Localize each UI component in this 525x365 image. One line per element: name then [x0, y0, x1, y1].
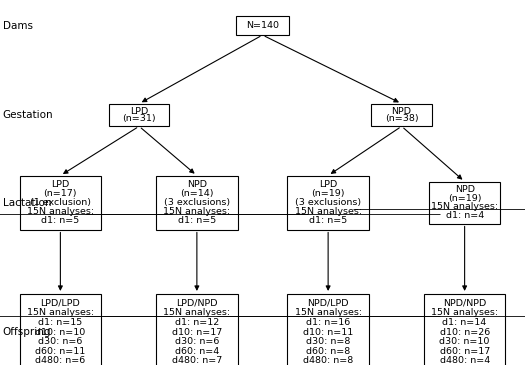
Text: NPD: NPD [187, 180, 207, 189]
Text: (3 exclusions): (3 exclusions) [164, 198, 230, 207]
Text: N=140: N=140 [246, 21, 279, 30]
Text: 15N analyses:: 15N analyses: [431, 202, 498, 211]
Bar [288, 176, 369, 230]
Text: LPD/NPD: LPD/NPD [176, 299, 218, 308]
Text: NPD/NPD: NPD/NPD [443, 299, 486, 308]
Bar [20, 176, 101, 230]
Text: d480: n=6: d480: n=6 [35, 356, 86, 365]
Text: d1: n=14: d1: n=14 [443, 318, 487, 327]
Text: LPD: LPD [130, 107, 148, 116]
Text: d60: n=8: d60: n=8 [306, 347, 350, 356]
Text: 15N analyses:: 15N analyses: [295, 308, 362, 318]
Text: NPD: NPD [455, 185, 475, 195]
Text: d60: n=17: d60: n=17 [439, 347, 490, 356]
Text: d1: n=5: d1: n=5 [309, 216, 347, 225]
Text: LPD: LPD [319, 180, 337, 189]
Text: d1: n=4: d1: n=4 [446, 211, 484, 220]
Text: d1: n=12: d1: n=12 [175, 318, 219, 327]
Text: d10: n=10: d10: n=10 [35, 328, 86, 337]
Text: LPD: LPD [51, 180, 69, 189]
Text: d480: n=4: d480: n=4 [439, 356, 490, 365]
Text: 15N analyses:: 15N analyses: [27, 207, 94, 216]
Text: (3 exclusions): (3 exclusions) [295, 198, 361, 207]
Bar [156, 294, 237, 365]
Bar [236, 16, 289, 35]
Text: (1 exclusion): (1 exclusion) [30, 198, 91, 207]
Text: NPD: NPD [392, 107, 412, 116]
Text: d480: n=7: d480: n=7 [172, 356, 222, 365]
Bar [109, 104, 169, 126]
Text: d1: n=5: d1: n=5 [41, 216, 79, 225]
Bar [429, 181, 500, 223]
Text: Dams: Dams [3, 20, 33, 31]
Text: (n=17): (n=17) [44, 189, 77, 198]
Text: d30: n=10: d30: n=10 [439, 337, 490, 346]
Text: d10: n=11: d10: n=11 [303, 328, 353, 337]
Text: Gestation: Gestation [3, 110, 53, 120]
Text: d1: n=15: d1: n=15 [38, 318, 82, 327]
Text: Lactation: Lactation [3, 197, 51, 208]
Text: d10: n=26: d10: n=26 [439, 328, 490, 337]
Text: d1: n=16: d1: n=16 [306, 318, 350, 327]
Text: (n=31): (n=31) [122, 114, 156, 123]
Text: (n=38): (n=38) [385, 114, 418, 123]
Bar [424, 294, 505, 365]
Text: LPD/LPD: LPD/LPD [40, 299, 80, 308]
Text: (n=19): (n=19) [448, 194, 481, 203]
Text: d1: n=5: d1: n=5 [178, 216, 216, 225]
Text: d480: n=8: d480: n=8 [303, 356, 353, 365]
Bar [288, 294, 369, 365]
Text: d30: n=6: d30: n=6 [175, 337, 219, 346]
Bar [372, 104, 432, 126]
Bar [20, 294, 101, 365]
Text: 15N analyses:: 15N analyses: [163, 308, 230, 318]
Text: d60: n=4: d60: n=4 [175, 347, 219, 356]
Text: d30: n=8: d30: n=8 [306, 337, 350, 346]
Text: 15N analyses:: 15N analyses: [295, 207, 362, 216]
Text: d10: n=17: d10: n=17 [172, 328, 222, 337]
Text: d30: n=6: d30: n=6 [38, 337, 82, 346]
Text: 15N analyses:: 15N analyses: [163, 207, 230, 216]
Text: (n=19): (n=19) [311, 189, 345, 198]
Text: (n=14): (n=14) [180, 189, 214, 198]
Text: 15N analyses:: 15N analyses: [431, 308, 498, 318]
Text: d60: n=11: d60: n=11 [35, 347, 86, 356]
Bar [156, 176, 237, 230]
Text: Offspring: Offspring [3, 327, 51, 337]
Text: NPD/LPD: NPD/LPD [307, 299, 349, 308]
Text: 15N analyses:: 15N analyses: [27, 308, 94, 318]
